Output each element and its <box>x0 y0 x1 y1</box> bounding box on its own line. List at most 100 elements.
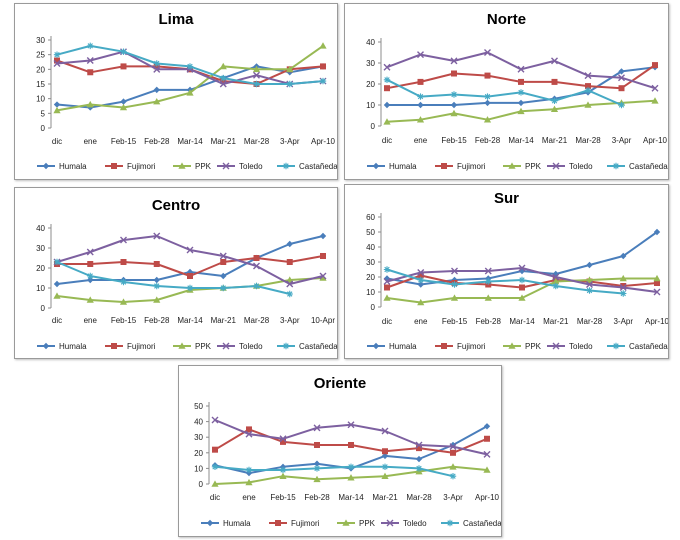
data-point <box>417 269 425 276</box>
x-tick-label: dic <box>210 493 220 502</box>
x-tick-label: ene <box>414 317 428 326</box>
data-point <box>417 272 424 279</box>
legend-marker <box>111 343 117 349</box>
data-point <box>86 248 94 256</box>
data-point <box>186 246 194 254</box>
x-axis: dic ene Feb-15 Feb-28 Mar-14 Mar-21 Mar-28 3-Ap… <box>52 137 336 146</box>
legend-item-humala: Humala <box>201 519 251 528</box>
data-point <box>517 65 525 73</box>
chart-panel-lima: Lima 0 5 10 15 20 25 30 dic ene Feb-15 Feb-28 Mar-14… <box>14 3 338 180</box>
legend-label: PPK <box>525 162 542 171</box>
legend-label: Fujimori <box>127 162 156 171</box>
legend-item-fujimori: Fujimori <box>435 162 486 171</box>
data-point <box>415 441 423 449</box>
data-point <box>87 276 94 284</box>
data-point <box>279 472 287 479</box>
data-point <box>484 294 492 301</box>
x-tick-label: 3-Apr <box>613 317 633 326</box>
data-point <box>212 446 218 453</box>
y-tick-label: 10 <box>366 288 375 297</box>
data-point <box>484 72 491 79</box>
data-point <box>450 449 456 456</box>
y-axis: 0 5 10 15 20 25 30 <box>36 36 52 133</box>
series-line <box>214 428 488 454</box>
data-point <box>279 466 287 474</box>
data-point <box>286 290 293 298</box>
data-point <box>416 445 422 452</box>
data-point <box>320 63 326 70</box>
x-tick-label: Feb-15 <box>270 493 296 502</box>
series-toledo <box>383 49 659 92</box>
chart-title: Centro <box>152 197 200 214</box>
data-point <box>119 298 128 305</box>
legend-label: Fujimori <box>127 342 156 351</box>
legend-label: PPK <box>359 519 376 528</box>
data-point <box>618 101 625 109</box>
y-tick-label: 0 <box>41 304 46 313</box>
x-tick-label: Mar-14 <box>177 316 203 325</box>
data-point <box>552 273 560 281</box>
data-point <box>253 71 260 79</box>
data-point <box>484 93 491 100</box>
y-tick-label: 0 <box>371 303 376 312</box>
data-point <box>620 283 627 289</box>
data-point <box>415 455 423 463</box>
data-point <box>586 261 593 269</box>
legend: Humala Fujimori PPK Toledo Castañeda <box>201 519 501 528</box>
x-tick-label: ene <box>414 136 428 145</box>
data-point <box>153 98 161 105</box>
series-ppk <box>211 463 491 487</box>
series-fujimori <box>384 62 658 92</box>
data-point <box>220 284 227 292</box>
x-tick-label: Mar-14 <box>508 136 534 145</box>
data-point <box>53 258 61 266</box>
data-point <box>417 78 424 85</box>
series-castaneda <box>383 76 625 109</box>
x-tick-label: Feb-15 <box>442 317 468 326</box>
chart-title: Oriente <box>314 375 367 392</box>
legend-label: Castañeda <box>629 162 668 171</box>
legend-marker <box>446 519 454 527</box>
data-point <box>449 441 457 449</box>
x-tick-label: ene <box>242 493 256 502</box>
y-axis: 0 10 20 30 40 <box>366 38 382 131</box>
legend: Humala Fujimori PPK Toledo Castañeda <box>367 342 668 351</box>
data-point <box>279 435 287 443</box>
line-chart: Sur 0 10 20 30 40 50 60 dic ene Feb-15 Feb-28 Mar-14… <box>366 190 668 351</box>
data-point <box>153 86 160 94</box>
series-castaneda <box>211 463 457 480</box>
series-castaneda <box>53 258 293 298</box>
data-point <box>381 472 389 479</box>
y-tick-label: 40 <box>194 418 203 427</box>
data-point <box>552 282 559 290</box>
legend-label: PPK <box>195 162 212 171</box>
data-point <box>381 463 389 471</box>
data-point <box>586 287 593 294</box>
data-point <box>53 292 61 299</box>
data-point <box>120 259 127 265</box>
data-point <box>313 465 321 472</box>
series-line <box>56 45 324 112</box>
y-tick-label: 50 <box>366 228 375 237</box>
data-point <box>383 76 391 83</box>
x-axis: dic ene Feb-15 Feb-28 Mar-14 Mar-21 Mar-28 3-Ap… <box>210 493 500 502</box>
data-point <box>153 60 160 67</box>
legend-marker <box>612 162 620 170</box>
x-tick-label: Mar-28 <box>575 136 601 145</box>
y-tick-label: 30 <box>194 433 203 442</box>
legend: Humala Fujimori PPK Toledo Castañeda <box>367 162 668 171</box>
data-point <box>586 281 593 288</box>
legend-label: Humala <box>389 342 417 351</box>
data-point <box>652 62 658 69</box>
legend-item-ppk: PPK <box>173 162 212 171</box>
data-point <box>319 77 327 85</box>
data-point <box>417 101 424 109</box>
data-point <box>87 42 94 50</box>
legend-item-humala: Humala <box>367 162 417 171</box>
data-point <box>219 252 227 260</box>
data-point <box>286 80 293 88</box>
x-tick-label: dic <box>382 136 392 145</box>
data-point <box>619 284 627 291</box>
y-tick-label: 30 <box>366 59 375 68</box>
data-point <box>313 475 321 483</box>
